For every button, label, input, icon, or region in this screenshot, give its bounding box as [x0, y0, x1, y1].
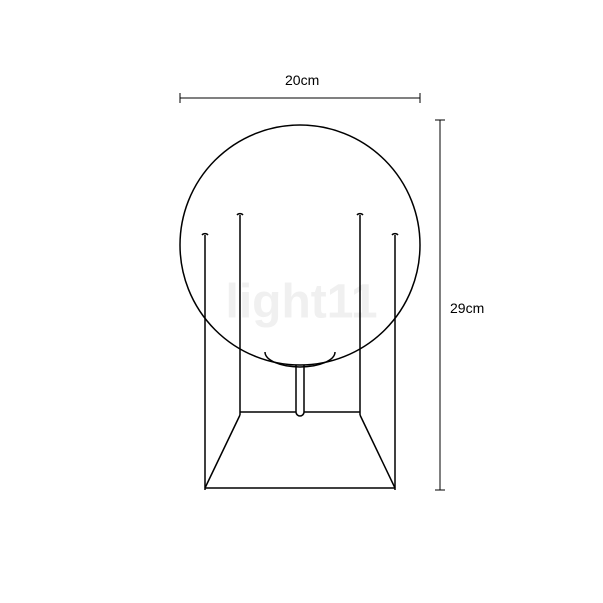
- height-dimension-line: [435, 120, 445, 490]
- technical-drawing: [0, 0, 603, 603]
- lamp-stem: [296, 365, 304, 416]
- lamp-globe: [180, 125, 420, 365]
- width-dimension-line: [180, 93, 420, 103]
- lamp-stand: [202, 214, 398, 490]
